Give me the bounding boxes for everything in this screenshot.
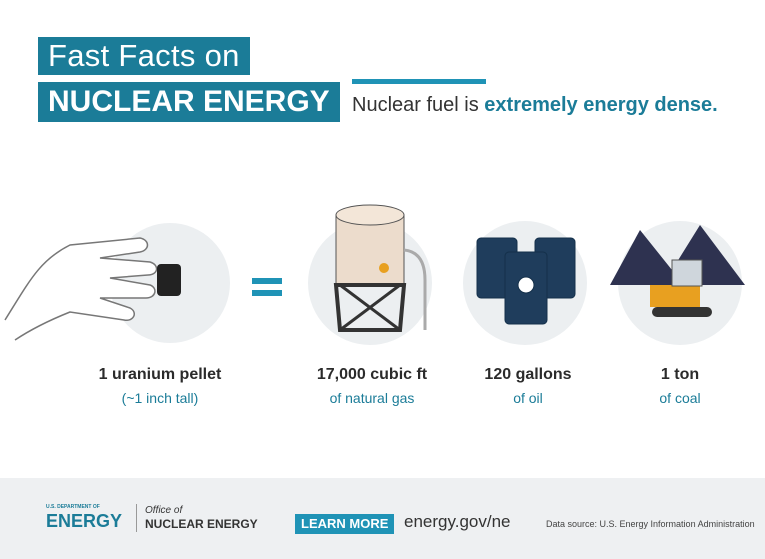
item-title: 17,000 cubic ft xyxy=(316,366,428,383)
title-line2: NUCLEAR ENERGY xyxy=(38,82,340,122)
equals xyxy=(252,278,282,296)
item: 1 ton of coal xyxy=(590,366,765,406)
coal xyxy=(610,225,745,317)
barrels xyxy=(476,237,576,325)
tagline-emphasis: extremely energy dense. xyxy=(484,94,718,116)
tagline-text: Nuclear fuel is xyxy=(352,94,479,116)
office: Office of xyxy=(145,505,183,516)
item-subtitle: (~1 inch tall) xyxy=(121,390,199,406)
title-line1: Fast Facts on xyxy=(38,37,250,75)
item-title: 1 uranium pellet xyxy=(98,366,222,383)
url[interactable]: energy.gov/ne xyxy=(404,512,511,531)
item-subtitle: of coal xyxy=(659,390,701,406)
item-title: 120 gallons xyxy=(484,366,572,383)
tagline: Nuclear fuel is extremely energy dense. xyxy=(352,94,718,117)
accent-rule xyxy=(352,79,486,84)
item: 120 gallons of oil xyxy=(438,366,618,406)
item: 1 uranium pellet (~1 inch tall) xyxy=(70,366,250,406)
item-title: 1 ton xyxy=(660,366,700,383)
hand xyxy=(4,237,158,341)
office-name: NUCLEAR ENERGY xyxy=(145,517,258,531)
energy-logo: ENERGY xyxy=(46,511,123,531)
item-subtitle: of natural gas xyxy=(329,390,415,406)
learn-more-button[interactable]: LEARN MORE xyxy=(295,514,395,534)
divider xyxy=(136,504,137,532)
dept: U.S. DEPARTMENT OF xyxy=(46,504,100,510)
item: 17,000 cubic ft of natural gas xyxy=(282,366,462,406)
item-subtitle: of oil xyxy=(513,390,543,406)
pellet xyxy=(157,264,181,296)
illustrations xyxy=(4,204,745,345)
source: Data source: U.S. Energy Information Adm… xyxy=(546,519,755,529)
gas-tank xyxy=(333,204,427,332)
footer: U.S. DEPARTMENT OF ENERGY Office of NUCL… xyxy=(0,478,765,559)
